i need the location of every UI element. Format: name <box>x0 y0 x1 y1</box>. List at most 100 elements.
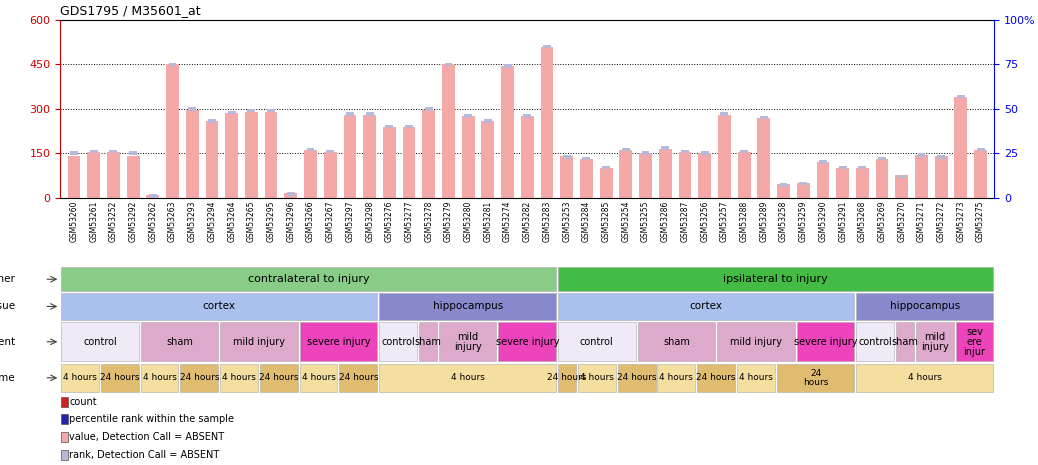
Bar <box>344 115 356 198</box>
Bar <box>61 432 67 442</box>
Bar <box>405 125 413 128</box>
Bar <box>260 364 298 392</box>
Bar <box>558 322 635 361</box>
Bar <box>141 322 218 361</box>
Bar <box>720 113 729 116</box>
Bar <box>918 153 926 157</box>
Bar <box>208 120 216 123</box>
Bar <box>561 156 573 198</box>
Bar <box>799 182 808 185</box>
Text: mild injury: mild injury <box>233 337 285 347</box>
Text: mild injury: mild injury <box>730 337 782 347</box>
Bar <box>935 156 948 198</box>
Bar <box>127 156 139 198</box>
Bar <box>777 184 790 198</box>
Bar <box>758 118 770 198</box>
Bar <box>300 322 377 361</box>
Text: 4 hours: 4 hours <box>302 373 335 382</box>
Bar <box>67 156 80 198</box>
Bar <box>620 150 632 198</box>
Text: sham: sham <box>414 337 441 347</box>
Text: 4 hours: 4 hours <box>63 373 97 382</box>
Text: 4 hours: 4 hours <box>580 373 613 382</box>
Bar <box>101 364 139 392</box>
Text: 24
hours: 24 hours <box>802 369 828 387</box>
Text: 4 hours: 4 hours <box>659 373 693 382</box>
Bar <box>699 153 711 198</box>
Bar <box>61 364 99 392</box>
Bar <box>220 364 258 392</box>
Bar <box>817 162 829 198</box>
Bar <box>975 150 987 198</box>
Text: 4 hours: 4 hours <box>908 373 941 382</box>
Bar <box>61 450 67 459</box>
Bar <box>419 322 437 361</box>
Text: tissue: tissue <box>0 301 16 312</box>
Text: 24 hours: 24 hours <box>547 373 586 382</box>
Text: GDS1795 / M35601_at: GDS1795 / M35601_at <box>60 5 200 18</box>
Text: control: control <box>580 337 613 347</box>
Bar <box>245 112 257 198</box>
Bar <box>89 150 98 153</box>
Bar <box>776 364 854 392</box>
Bar <box>61 267 556 291</box>
Bar <box>856 364 993 392</box>
Text: cortex: cortex <box>202 301 236 312</box>
Bar <box>876 159 889 198</box>
Bar <box>385 125 393 128</box>
Bar <box>482 120 494 198</box>
Text: 24 hours: 24 hours <box>180 373 219 382</box>
Text: 4 hours: 4 hours <box>142 373 176 382</box>
Bar <box>558 364 576 392</box>
Bar <box>503 65 512 68</box>
Bar <box>837 168 849 198</box>
Bar <box>916 322 954 361</box>
Bar <box>109 150 117 153</box>
Text: percentile rank within the sample: percentile rank within the sample <box>70 414 235 424</box>
Bar <box>740 150 748 153</box>
Bar <box>600 168 612 198</box>
Text: contralateral to injury: contralateral to injury <box>248 274 370 284</box>
Bar <box>188 107 196 111</box>
Bar <box>856 293 993 320</box>
Bar <box>148 194 157 198</box>
Bar <box>797 183 810 198</box>
Bar <box>578 364 616 392</box>
Text: agent: agent <box>0 337 16 347</box>
Bar <box>464 114 472 118</box>
Text: 24 hours: 24 hours <box>260 373 299 382</box>
Bar <box>937 155 946 159</box>
Bar <box>286 193 295 196</box>
Bar <box>896 322 913 361</box>
Bar <box>206 120 218 198</box>
Text: severe injury: severe injury <box>794 337 857 347</box>
Bar <box>61 293 377 320</box>
Text: count: count <box>70 397 98 406</box>
Text: mild
injury: mild injury <box>454 332 482 352</box>
Text: 4 hours: 4 hours <box>450 373 485 382</box>
Bar <box>563 155 571 159</box>
Text: 24 hours: 24 hours <box>100 373 139 382</box>
Bar <box>602 166 610 169</box>
Bar <box>225 113 238 198</box>
Bar <box>681 150 689 153</box>
Bar <box>641 152 650 155</box>
Bar <box>87 152 100 198</box>
Bar <box>324 152 336 198</box>
Text: 24 hours: 24 hours <box>696 373 736 382</box>
Bar <box>247 109 255 113</box>
Bar <box>346 113 354 116</box>
Text: hippocampus: hippocampus <box>433 301 502 312</box>
Bar <box>61 414 67 424</box>
Bar <box>955 97 967 198</box>
Bar <box>856 322 894 361</box>
Text: control: control <box>83 337 117 347</box>
Bar <box>659 149 672 198</box>
Bar <box>501 66 514 198</box>
Bar <box>70 152 78 155</box>
Bar <box>896 175 908 198</box>
Text: mild
injury: mild injury <box>921 332 949 352</box>
Text: sev
ere
injur: sev ere injur <box>963 327 985 357</box>
Bar <box>168 63 176 66</box>
Bar <box>186 110 198 198</box>
